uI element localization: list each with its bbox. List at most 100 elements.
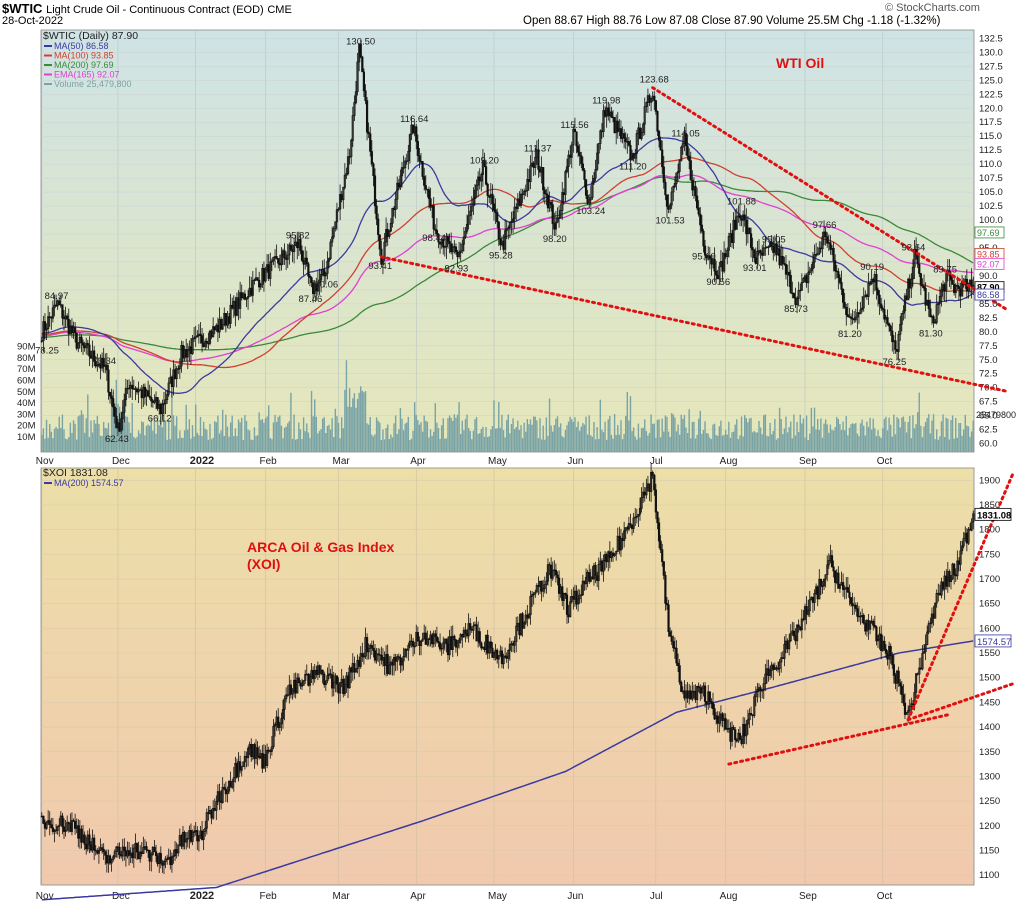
wtic-candle-body [508, 221, 511, 228]
wtic-candle-body [327, 258, 331, 262]
xoi-candle-body [543, 584, 546, 589]
top-y-tick-label: 112.5 [979, 145, 1002, 156]
wtic-candle-body [446, 236, 450, 242]
xoi-candle-body [365, 637, 369, 653]
volume-bar [187, 429, 189, 452]
volume-bar [417, 419, 419, 452]
volume-bar [431, 435, 433, 452]
xoi-candle-body [243, 755, 246, 763]
wtic-candle-body [749, 233, 753, 248]
volume-bar [369, 417, 371, 452]
wtic-candle-body [465, 223, 469, 232]
wtic-candle-body [354, 91, 358, 103]
wtic-candle-body [167, 382, 170, 395]
volume-bar [372, 436, 375, 452]
wtic-candle-body [58, 300, 61, 306]
volume-bar [628, 420, 630, 452]
volume-bar [387, 424, 389, 452]
volume-bar [761, 434, 763, 452]
volume-bar [461, 420, 463, 452]
wtic-price-label: 130.50 [346, 37, 375, 48]
volume-bar [920, 425, 922, 452]
bottom-x-tick-label: Jun [567, 891, 583, 902]
wtic-candle-body [367, 131, 370, 135]
volume-bar [578, 430, 581, 452]
wtic-candle-body [459, 250, 462, 253]
wtic-candle-body [894, 340, 897, 350]
xoi-right-value-tag [974, 507, 1012, 521]
volume-bar [853, 424, 855, 452]
volume-bar [956, 437, 959, 452]
volume-bar [870, 429, 873, 452]
volume-tick-label: 30M [17, 409, 36, 420]
volume-bar [406, 422, 408, 452]
volume-bar [804, 437, 806, 452]
volume-bar [60, 427, 62, 452]
volume-bar [909, 415, 911, 452]
volume-bar [201, 435, 203, 452]
volume-bar [394, 415, 397, 452]
volume-bar [625, 415, 627, 452]
volume-bar [320, 429, 322, 452]
wtic-candle-body [837, 271, 840, 279]
volume-bar [786, 432, 789, 452]
xoi-candle-body [826, 564, 829, 575]
wtic-candle-body [113, 406, 116, 417]
volume-bar [859, 423, 862, 452]
volume-bar [710, 439, 713, 452]
xoi-candle-body [411, 640, 415, 647]
xoi-candle-body [338, 682, 342, 694]
volume-bar [683, 414, 686, 452]
volume-bar [555, 418, 557, 452]
xoi-candle-body [437, 641, 440, 643]
wtic-candle-body [96, 364, 99, 367]
volume-bar [175, 416, 178, 452]
volume-bar [934, 439, 936, 452]
wtic-candle-body [886, 317, 889, 324]
volume-bar [539, 418, 541, 452]
wtic-price-label: 109.20 [470, 156, 499, 167]
wtic-candle-body [272, 256, 275, 262]
wtic-price-label: 95.10 [692, 251, 716, 262]
xoi-candle-body [242, 761, 245, 767]
volume-bar [260, 419, 262, 452]
volume-bar [225, 414, 227, 452]
xoi-candle-body [83, 834, 86, 845]
wtic-price-label: 111.37 [524, 143, 552, 154]
volume-bar [502, 430, 505, 452]
volume-bar [288, 421, 291, 452]
wtic-candle-body [681, 143, 684, 148]
volume-bar [145, 425, 148, 452]
wtic-candle-body [567, 154, 570, 168]
wtic-candle-body [40, 340, 43, 342]
volume-bar [450, 417, 452, 452]
volume-bar [269, 437, 271, 452]
wtic-candle-body [662, 166, 665, 183]
volume-bar [190, 438, 192, 452]
wtic-candle-body [902, 310, 905, 314]
volume-bar [623, 433, 625, 452]
wtic-candle-body [370, 151, 373, 165]
xoi-candle-body [746, 719, 749, 725]
volume-bar [63, 429, 65, 452]
xoi-candle-body [191, 832, 194, 842]
volume-bar [220, 430, 222, 452]
wtic-candle-body [469, 210, 472, 217]
volume-bar [112, 392, 114, 452]
xoi-candle-body [118, 847, 121, 856]
wtic-candle-body [699, 213, 702, 226]
xoi-candle-body [929, 622, 932, 625]
wtic-candle-body [337, 208, 340, 211]
wtic-candle-body [148, 395, 151, 398]
xoi-candle-body [580, 594, 583, 596]
volume-bar [136, 436, 138, 452]
xoi-candle-body [734, 729, 737, 741]
volume-bar [840, 430, 843, 452]
top-y-tick-label: 100.0 [979, 215, 1003, 226]
wtic-price-label: 92.93 [445, 264, 469, 275]
volume-bar [445, 438, 448, 452]
xoi-candle-body [854, 604, 857, 609]
volume-bar [325, 433, 327, 452]
xoi-candle-body [772, 664, 775, 670]
